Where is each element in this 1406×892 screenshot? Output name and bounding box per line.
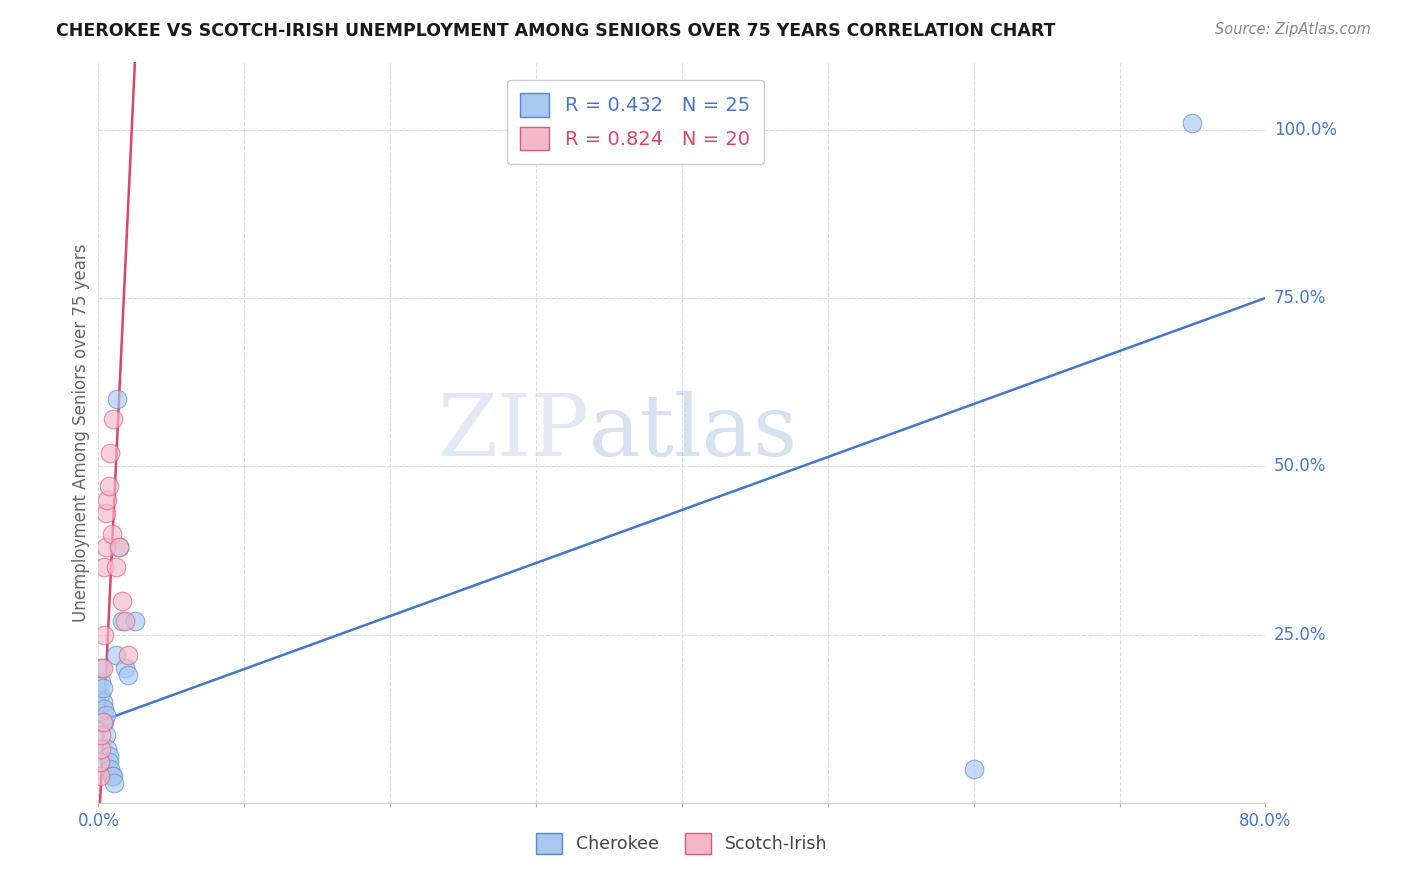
Point — [111, 614, 134, 628]
Text: 75.0%: 75.0% — [1274, 289, 1326, 307]
Point — [90, 729, 112, 743]
Text: 25.0%: 25.0% — [1274, 625, 1326, 643]
Point — [101, 412, 124, 426]
Point — [108, 540, 131, 554]
Point — [93, 714, 115, 729]
Point — [104, 560, 127, 574]
Text: Source: ZipAtlas.com: Source: ZipAtlas.com — [1215, 22, 1371, 37]
Point — [93, 560, 115, 574]
Point — [100, 769, 122, 783]
Point — [93, 627, 115, 641]
Point — [89, 769, 111, 783]
Point — [97, 748, 120, 763]
Point — [117, 648, 139, 662]
Legend: Cherokee, Scotch-Irish: Cherokee, Scotch-Irish — [529, 826, 835, 861]
Point — [100, 526, 122, 541]
Point — [962, 762, 984, 776]
Point — [94, 708, 117, 723]
Point — [103, 775, 125, 789]
Point — [111, 594, 134, 608]
Text: atlas: atlas — [589, 391, 797, 475]
Point — [108, 540, 131, 554]
Point — [97, 756, 120, 770]
Text: CHEROKEE VS SCOTCH-IRISH UNEMPLOYMENT AMONG SENIORS OVER 75 YEARS CORRELATION CH: CHEROKEE VS SCOTCH-IRISH UNEMPLOYMENT AM… — [56, 22, 1056, 40]
Point — [114, 614, 136, 628]
Point — [101, 769, 124, 783]
Point — [90, 742, 112, 756]
Point — [91, 681, 114, 696]
Point — [91, 695, 114, 709]
Point — [117, 668, 139, 682]
Point — [114, 661, 136, 675]
Point — [94, 507, 117, 521]
Point — [96, 492, 118, 507]
Point — [98, 446, 121, 460]
Point — [93, 701, 115, 715]
Point — [94, 729, 117, 743]
Text: ZIP: ZIP — [437, 391, 589, 475]
Point — [94, 540, 117, 554]
Text: 100.0%: 100.0% — [1274, 120, 1337, 139]
Text: 50.0%: 50.0% — [1274, 458, 1326, 475]
Point — [90, 661, 112, 675]
Point — [105, 392, 128, 406]
Point — [89, 688, 111, 702]
Point — [96, 742, 118, 756]
Point — [124, 614, 146, 628]
Point — [98, 762, 121, 776]
Point — [89, 756, 111, 770]
Point — [104, 648, 127, 662]
Point — [91, 714, 114, 729]
Point — [1181, 116, 1204, 130]
Y-axis label: Unemployment Among Seniors over 75 years: Unemployment Among Seniors over 75 years — [72, 244, 90, 622]
Point — [91, 661, 114, 675]
Point — [97, 479, 120, 493]
Point — [90, 674, 112, 689]
